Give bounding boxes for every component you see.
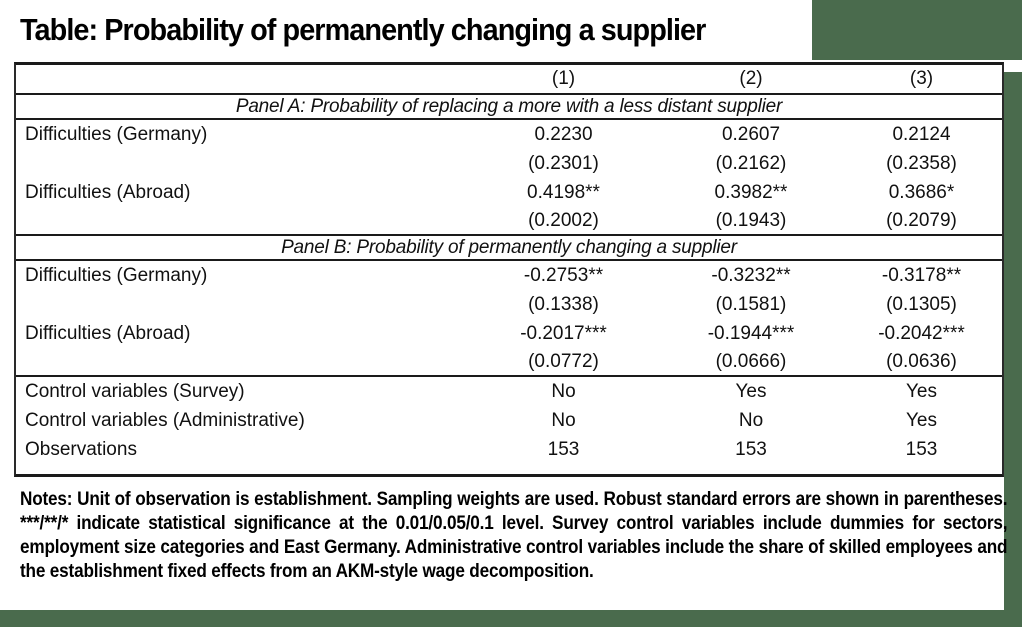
row-value: Yes xyxy=(735,380,767,402)
row-value: (0.2079) xyxy=(886,209,957,231)
row-value: (0.1943) xyxy=(715,209,787,231)
row-value: -0.2753** xyxy=(523,264,604,286)
row-label: Observations xyxy=(25,438,137,460)
row-label: Difficulties (Abroad) xyxy=(25,322,191,344)
row-value: (0.2002) xyxy=(528,209,599,231)
row-label: Difficulties (Germany) xyxy=(25,123,208,145)
panel-title: Panel B: Probability of permanently chan… xyxy=(16,236,1002,261)
row-value: Yes xyxy=(906,409,937,431)
row-value: 0.4198** xyxy=(527,181,600,203)
row-value: 0.3982** xyxy=(714,181,788,203)
row-value: Yes xyxy=(906,380,937,402)
row-value: 153 xyxy=(547,438,580,460)
results-table: (1) (2) (3) Panel A: Probability of replac… xyxy=(14,62,1004,477)
row-value: (0.2162) xyxy=(715,152,787,174)
table-row: Control variables (Administrative) No No Ye… xyxy=(16,406,1002,435)
row-value: (0.1338) xyxy=(528,293,599,315)
table-row: Difficulties (Abroad) -0.2017*** -0.1944**… xyxy=(16,319,1002,348)
row-value: 0.2607 xyxy=(721,123,781,145)
row-value: -0.2017*** xyxy=(520,322,607,344)
row-value: -0.2042*** xyxy=(878,322,965,344)
row-value: 0.2230 xyxy=(534,123,593,145)
row-value: -0.1944*** xyxy=(707,322,795,344)
table-row: (0.1338) (0.1581) (0.1305) xyxy=(16,290,1002,319)
background-green-right-strip xyxy=(1004,72,1022,627)
row-value: No xyxy=(738,409,764,431)
table-row: Difficulties (Germany) 0.2230 0.2607 0.2124 xyxy=(16,120,1002,149)
column-header: (1) xyxy=(551,68,576,89)
table-row: Control variables (Survey) No Yes Yes xyxy=(16,377,1002,406)
row-value: No xyxy=(551,409,576,431)
background-green-bottom-strip xyxy=(0,610,1022,627)
row-value: 153 xyxy=(735,438,767,460)
table-row: Difficulties (Germany) -0.2753** -0.3232**… xyxy=(16,261,1002,290)
table-row: Observations 153 153 153 xyxy=(16,435,1002,464)
row-value: (0.0636) xyxy=(886,350,957,372)
table-row: (0.2301) (0.2162) (0.2358) xyxy=(16,149,1002,178)
row-value: 0.2124 xyxy=(892,123,951,145)
row-label: Control variables (Survey) xyxy=(25,380,245,402)
column-header-row: (1) (2) (3) xyxy=(16,65,1002,95)
row-value: (0.2301) xyxy=(528,152,599,174)
background-green-top-right xyxy=(812,0,1022,60)
table-title: Table: Probability of permanently changi… xyxy=(20,12,706,47)
column-header: (3) xyxy=(909,68,934,89)
row-value: (0.2358) xyxy=(886,152,957,174)
table-row: (0.2002) (0.1943) (0.2079) xyxy=(16,207,1002,236)
row-value: No xyxy=(551,380,576,402)
row-value: 0.3686* xyxy=(888,181,955,203)
row-label: Difficulties (Germany) xyxy=(25,264,208,286)
table-notes: Notes: Unit of observation is establishm… xyxy=(20,488,1008,582)
panel-title: Panel A: Probability of replacing a more… xyxy=(16,95,1002,120)
row-value: -0.3232** xyxy=(711,264,791,286)
row-value: (0.0772) xyxy=(528,350,599,372)
table-row: (0.0772) (0.0666) (0.0636) xyxy=(16,348,1002,377)
row-value: 153 xyxy=(905,438,938,460)
row-label: Control variables (Administrative) xyxy=(25,409,305,431)
row-value: -0.3178** xyxy=(881,264,962,286)
column-header: (2) xyxy=(739,68,763,89)
row-value: (0.0666) xyxy=(715,350,787,372)
row-value: (0.1305) xyxy=(886,293,957,315)
row-label: Difficulties (Abroad) xyxy=(25,181,191,203)
table-row: Difficulties (Abroad) 0.4198** 0.3982** 0.3… xyxy=(16,178,1002,207)
row-value: (0.1581) xyxy=(715,293,787,315)
